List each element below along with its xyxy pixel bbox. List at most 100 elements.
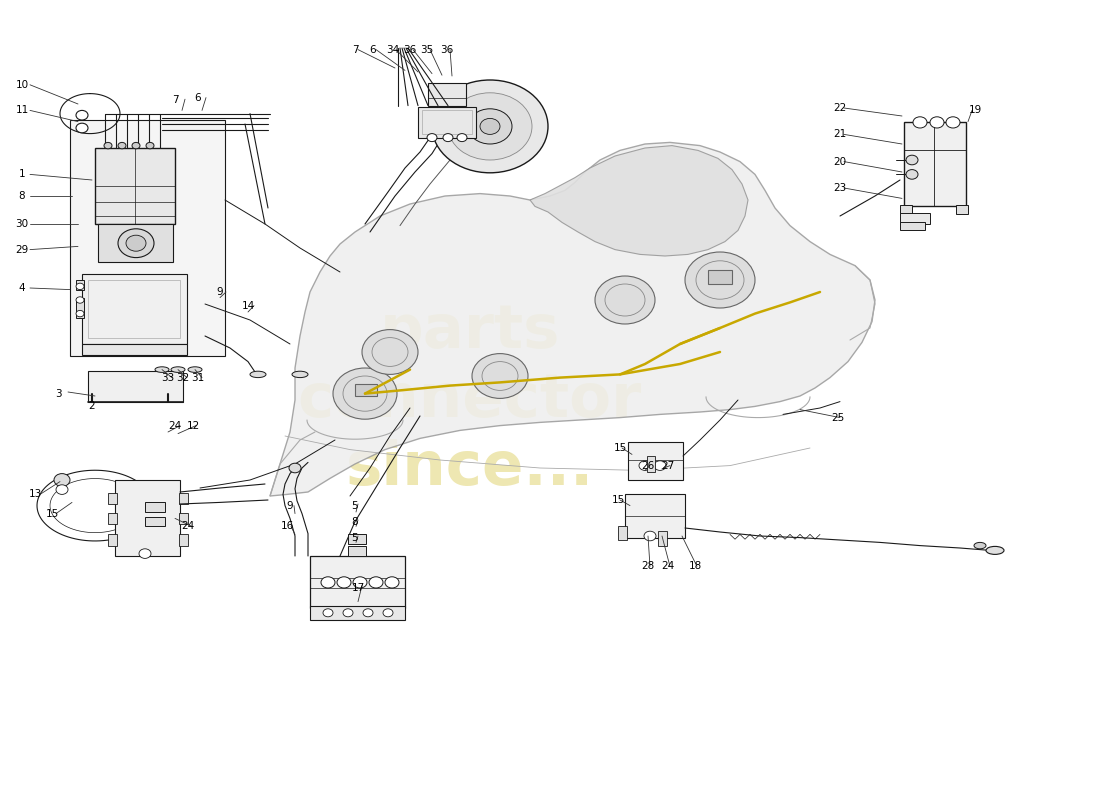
Text: 24: 24 xyxy=(168,421,182,430)
Text: 4: 4 xyxy=(19,283,25,293)
Circle shape xyxy=(353,577,367,588)
Text: 26: 26 xyxy=(641,461,654,470)
Text: 18: 18 xyxy=(689,562,702,571)
Text: 15: 15 xyxy=(45,509,58,518)
Text: 29: 29 xyxy=(15,245,29,254)
Circle shape xyxy=(480,118,501,134)
Circle shape xyxy=(468,109,512,144)
Bar xyxy=(628,442,683,480)
Circle shape xyxy=(906,155,918,165)
Text: 10: 10 xyxy=(15,80,29,90)
Circle shape xyxy=(289,463,301,473)
Text: 31: 31 xyxy=(191,373,205,382)
Circle shape xyxy=(337,577,351,588)
Bar xyxy=(618,526,627,540)
Text: 32: 32 xyxy=(176,373,189,382)
Text: 9: 9 xyxy=(287,501,294,510)
Circle shape xyxy=(913,117,927,128)
Bar xyxy=(116,480,180,556)
Text: 2: 2 xyxy=(89,402,96,411)
Text: 36: 36 xyxy=(440,45,453,54)
Bar xyxy=(82,274,187,344)
Circle shape xyxy=(654,461,666,470)
Bar xyxy=(82,344,187,355)
Bar xyxy=(179,513,188,524)
Bar xyxy=(422,110,472,134)
Text: 19: 19 xyxy=(968,106,981,115)
Bar xyxy=(355,384,377,396)
Circle shape xyxy=(132,142,140,149)
Text: 22: 22 xyxy=(834,103,847,113)
Ellipse shape xyxy=(974,542,986,549)
Circle shape xyxy=(427,134,437,142)
Circle shape xyxy=(333,368,397,419)
Text: 6: 6 xyxy=(195,94,201,103)
Bar xyxy=(76,298,84,318)
Ellipse shape xyxy=(986,546,1004,554)
Polygon shape xyxy=(270,142,874,496)
Circle shape xyxy=(472,354,528,398)
Text: 7: 7 xyxy=(172,95,178,105)
Text: 35: 35 xyxy=(420,45,433,54)
Text: 20: 20 xyxy=(834,157,847,166)
Text: 1: 1 xyxy=(19,170,25,179)
Text: 34: 34 xyxy=(386,45,399,54)
Text: 6: 6 xyxy=(370,45,376,54)
Text: 17: 17 xyxy=(351,583,364,593)
Text: 3: 3 xyxy=(55,389,62,398)
Text: 15: 15 xyxy=(614,443,627,453)
Text: 16: 16 xyxy=(280,522,294,531)
Bar xyxy=(98,224,173,262)
Ellipse shape xyxy=(170,366,185,372)
Ellipse shape xyxy=(188,366,202,372)
Circle shape xyxy=(126,235,146,251)
Bar xyxy=(900,213,930,224)
Text: 24: 24 xyxy=(661,562,674,571)
Circle shape xyxy=(385,577,399,588)
Text: 13: 13 xyxy=(29,490,42,499)
Circle shape xyxy=(432,80,548,173)
Circle shape xyxy=(76,310,84,317)
Circle shape xyxy=(639,461,651,470)
Bar xyxy=(179,493,188,504)
Circle shape xyxy=(118,142,127,149)
Bar xyxy=(708,270,732,284)
Bar xyxy=(658,531,667,546)
Bar xyxy=(108,513,117,524)
Circle shape xyxy=(448,93,532,160)
Text: 33: 33 xyxy=(162,373,175,382)
Text: parts
connector
since...: parts connector since... xyxy=(298,302,642,498)
Text: 36: 36 xyxy=(404,45,417,54)
Circle shape xyxy=(443,134,453,142)
Bar xyxy=(108,493,117,504)
Circle shape xyxy=(118,229,154,258)
Bar xyxy=(904,122,966,206)
Bar xyxy=(900,205,912,214)
Bar xyxy=(95,148,175,224)
Bar xyxy=(88,280,180,338)
Circle shape xyxy=(146,142,154,149)
Text: 23: 23 xyxy=(834,183,847,193)
Bar xyxy=(145,517,165,526)
Circle shape xyxy=(946,117,960,128)
Bar xyxy=(956,205,968,214)
Circle shape xyxy=(362,330,418,374)
Bar xyxy=(108,534,117,546)
Ellipse shape xyxy=(155,366,169,372)
Bar xyxy=(428,83,466,106)
Circle shape xyxy=(363,609,373,617)
Ellipse shape xyxy=(250,371,266,378)
Text: 5: 5 xyxy=(352,533,359,542)
Bar xyxy=(88,371,183,402)
Circle shape xyxy=(383,609,393,617)
Bar xyxy=(348,534,366,544)
Text: 28: 28 xyxy=(641,562,654,571)
Circle shape xyxy=(595,276,654,324)
Circle shape xyxy=(104,142,112,149)
Bar xyxy=(76,280,84,290)
Polygon shape xyxy=(530,146,748,256)
Bar xyxy=(348,546,366,556)
Circle shape xyxy=(76,283,84,290)
Text: 14: 14 xyxy=(241,301,254,310)
Bar xyxy=(310,556,405,608)
